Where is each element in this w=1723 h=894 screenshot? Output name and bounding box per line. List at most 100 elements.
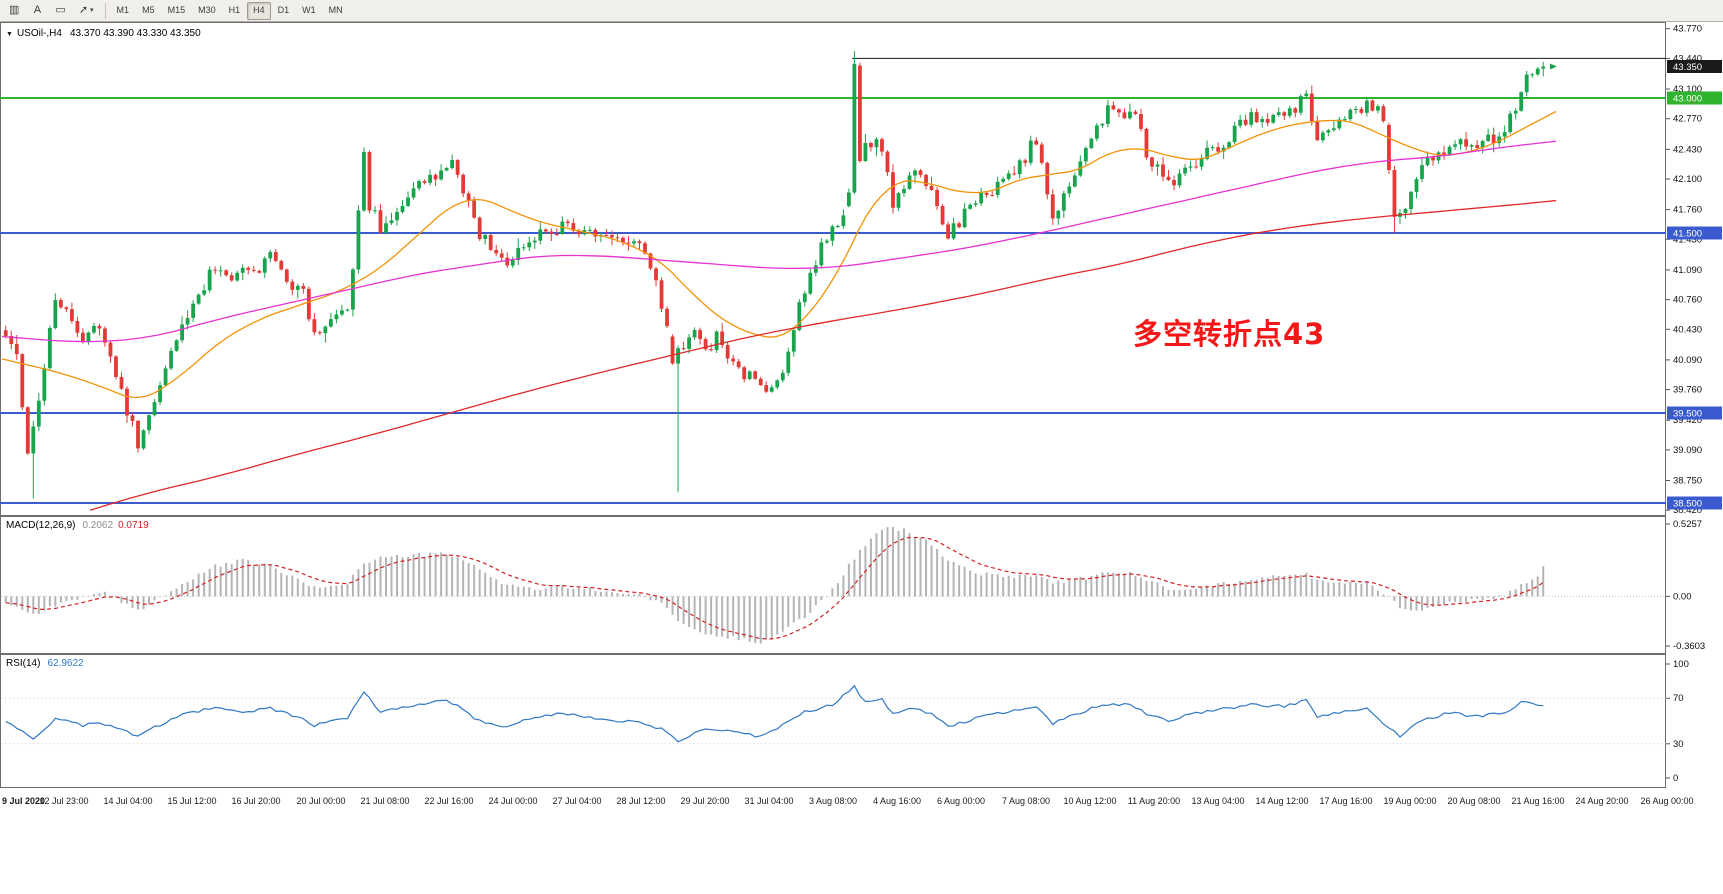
- time-label: 31 Jul 04:00: [744, 796, 794, 806]
- chart-title: ▼ USOil-,H4 43.370 43.390 43.330 43.350: [6, 28, 201, 39]
- svg-text:39.500: 39.500: [1673, 409, 1702, 420]
- time-label: 26 Aug 00:00: [1640, 796, 1694, 806]
- time-label: 20 Jul 00:00: [296, 796, 346, 806]
- top-toolbar: ▥ A ▭ ➚ ▾ M1 M5 M15 M30 H1 H4 D1 W1 MN: [0, 0, 1723, 22]
- timeframe-w1-button[interactable]: W1: [302, 5, 316, 15]
- time-label: 20 Aug 08:00: [1447, 796, 1501, 806]
- time-label: 16 Jul 20:00: [231, 796, 281, 806]
- svg-text:40.760: 40.760: [1673, 295, 1702, 306]
- time-label: 7 Aug 08:00: [1001, 796, 1051, 806]
- timeframe-mn-button[interactable]: MN: [328, 5, 343, 15]
- svg-text:39.090: 39.090: [1673, 445, 1702, 456]
- svg-text:43.350: 43.350: [1673, 62, 1702, 73]
- time-label: 9 Jul 2020: [2, 796, 46, 806]
- svg-text:39.420: 39.420: [1673, 415, 1702, 426]
- price-badge-39.500: 39.500: [1667, 406, 1722, 420]
- svg-text:43.440: 43.440: [1673, 53, 1702, 64]
- time-label: 21 Jul 08:00: [360, 796, 410, 806]
- time-axis[interactable]: 9 Jul 2020 12 Jul 23:00 14 Jul 04:00 15 Jul…: [0, 788, 1723, 812]
- time-label: 14 Jul 04:00: [103, 796, 153, 806]
- time-label: 24 Aug 20:00: [1575, 796, 1629, 806]
- time-label: 13 Aug 04:00: [1191, 796, 1245, 806]
- ohlc-values: 43.370 43.390 43.330 43.350: [69, 28, 201, 39]
- svg-text:43.100: 43.100: [1673, 84, 1702, 95]
- svg-text:38.500: 38.500: [1673, 499, 1702, 510]
- time-label: 15 Jul 12:00: [167, 796, 217, 806]
- dropdown-arrow-icon: ▾: [90, 7, 94, 14]
- time-label: 12 Jul 23:00: [39, 796, 89, 806]
- rsi-label: RSI(14) 62.9622: [6, 658, 84, 669]
- svg-text:41.760: 41.760: [1673, 205, 1702, 216]
- main-chart-canvas[interactable]: 43.770 43.440 43.100 42.770 42.430 42.100 41.7…: [0, 22, 1723, 516]
- svg-text:41.500: 41.500: [1673, 229, 1702, 240]
- annotation-text[interactable]: 多空转折点43: [1133, 317, 1326, 351]
- svg-text:0.00: 0.00: [1673, 591, 1692, 602]
- time-label: 4 Aug 16:00: [872, 796, 922, 806]
- chart-grid-icon: ▥: [9, 4, 20, 16]
- svg-text:42.430: 42.430: [1673, 144, 1702, 155]
- polyline-icon-button[interactable]: ➚ ▾: [73, 2, 100, 20]
- svg-text:38.420: 38.420: [1673, 505, 1702, 516]
- macd-canvas[interactable]: 0.5257 0.00 -0.3603: [0, 516, 1723, 654]
- chart-grid-icon-button[interactable]: ▥: [3, 2, 25, 20]
- toolbar-separator: [104, 2, 106, 19]
- svg-text:42.100: 42.100: [1673, 174, 1702, 185]
- timeframe-h4-button[interactable]: H4: [247, 1, 271, 20]
- time-label: 19 Aug 00:00: [1383, 796, 1437, 806]
- macd-signal-value: 0.0719: [118, 520, 149, 531]
- shape-icon-button[interactable]: ▭: [49, 2, 71, 20]
- macd-name: MACD(12,26,9): [6, 520, 76, 531]
- time-label: 22 Jul 16:00: [424, 796, 474, 806]
- collapse-arrow-icon[interactable]: ▼: [6, 31, 13, 38]
- svg-text:43.770: 43.770: [1673, 24, 1702, 35]
- text-label-icon-button[interactable]: A: [26, 2, 48, 20]
- polyline-icon: ➚: [78, 4, 89, 16]
- time-label: 10 Aug 12:00: [1063, 796, 1117, 806]
- symbol-period-label: USOil-,H4: [16, 28, 62, 39]
- shape-icon: ▭: [55, 4, 66, 16]
- svg-text:0.5257: 0.5257: [1673, 519, 1702, 530]
- timeframe-m5-button[interactable]: M5: [142, 5, 155, 15]
- timeframe-d1-button[interactable]: D1: [277, 5, 290, 15]
- time-label: 3 Aug 08:00: [808, 796, 858, 806]
- text-label-icon: A: [33, 4, 42, 16]
- macd-label: MACD(12,26,9) 0.2062 0.0719: [6, 520, 149, 531]
- svg-text:41.430: 41.430: [1673, 234, 1702, 245]
- svg-text:30: 30: [1673, 739, 1684, 750]
- svg-text:43.000: 43.000: [1673, 94, 1702, 105]
- macd-main-value: 0.2062: [82, 520, 114, 531]
- svg-text:70: 70: [1673, 693, 1684, 704]
- price-badge-41.500: 41.500: [1667, 226, 1722, 240]
- time-label: 24 Jul 00:00: [488, 796, 538, 806]
- time-label: 21 Aug 16:00: [1511, 796, 1565, 806]
- rsi-panel[interactable]: 100 70 30 0 RSI(14) 62.9622: [0, 654, 1723, 788]
- timeframe-h1-button[interactable]: H1: [228, 5, 241, 15]
- svg-text:40.090: 40.090: [1673, 355, 1702, 366]
- svg-text:100: 100: [1673, 659, 1689, 670]
- rsi-canvas[interactable]: 100 70 30 0: [0, 654, 1723, 788]
- timeframe-m30-button[interactable]: M30: [198, 5, 216, 15]
- svg-text:39.760: 39.760: [1673, 385, 1702, 396]
- svg-text:0: 0: [1673, 773, 1678, 784]
- time-label: 11 Aug 20:00: [1127, 796, 1181, 806]
- timeframe-m15-button[interactable]: M15: [167, 5, 186, 15]
- rsi-value: 62.9622: [47, 658, 84, 669]
- svg-text:40.430: 40.430: [1673, 324, 1702, 335]
- svg-text:41.090: 41.090: [1673, 265, 1702, 276]
- time-label: 28 Jul 12:00: [616, 796, 666, 806]
- svg-text:42.770: 42.770: [1673, 114, 1702, 125]
- svg-text:-0.3603: -0.3603: [1673, 641, 1705, 652]
- price-badge-43.350: 43.350: [1667, 60, 1722, 73]
- timeframe-m1-button[interactable]: M1: [116, 5, 130, 15]
- svg-text:38.750: 38.750: [1673, 476, 1702, 487]
- price-badge-38.500: 38.500: [1667, 496, 1722, 510]
- time-label: 14 Aug 12:00: [1255, 796, 1309, 806]
- time-label: 6 Aug 00:00: [936, 796, 986, 806]
- time-label: 27 Jul 04:00: [552, 796, 602, 806]
- macd-panel[interactable]: 0.5257 0.00 -0.3603 MACD(12,26,9) 0.2062 0.0…: [0, 516, 1723, 654]
- time-label: 17 Aug 16:00: [1319, 796, 1373, 806]
- rsi-name: RSI(14): [6, 658, 41, 669]
- main-chart-panel[interactable]: 43.770 43.440 43.100 42.770 42.430 42.100 41.7…: [0, 22, 1723, 516]
- price-badge-43.000: 43.000: [1667, 91, 1722, 105]
